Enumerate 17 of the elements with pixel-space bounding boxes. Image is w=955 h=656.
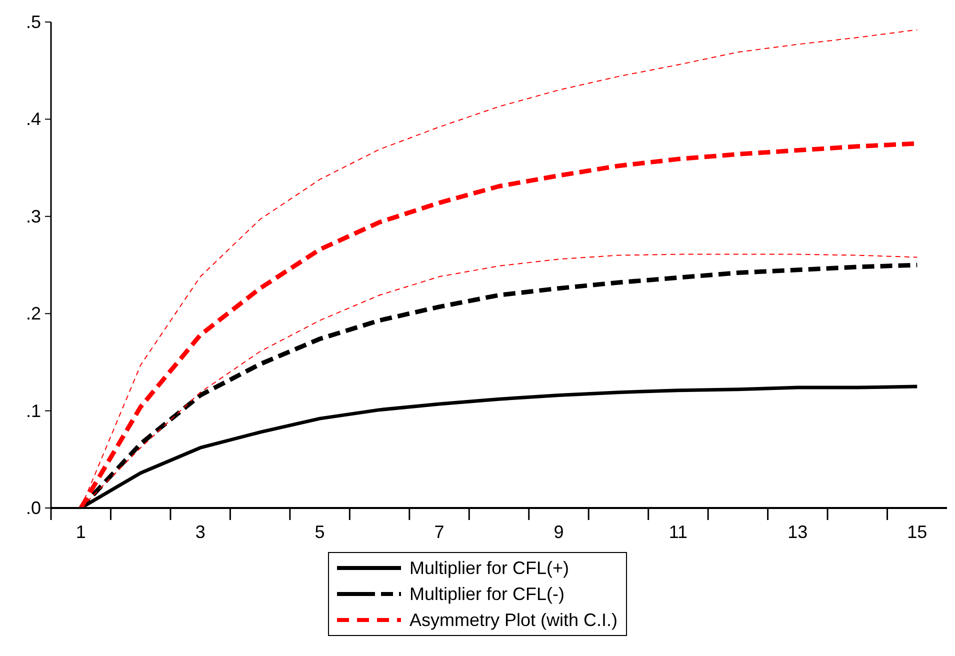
x-tick-label: 9 [554,522,564,542]
x-tick-label: 11 [668,522,688,542]
x-tick-label: 1 [76,522,86,542]
y-tick-label: .4 [26,109,41,130]
y-tick-label: .5 [26,12,41,32]
y-tick-label: .3 [26,206,41,226]
y-tick-label: .0 [26,498,41,518]
y-tick-label: .2 [26,304,41,324]
x-tick-label: 5 [314,522,325,542]
x-tick-label: 3 [195,522,206,542]
legend-label: Asymmetry Plot (with C.I.) [409,610,618,630]
x-tick-label: 15 [907,522,928,542]
x-tick-label: 7 [434,522,444,542]
x-tick-label: 13 [788,522,808,542]
legend-label: Multiplier for CFL(-) [409,584,564,604]
y-tick-label: .1 [26,400,41,421]
legend-label: Multiplier for CFL(+) [409,558,570,578]
